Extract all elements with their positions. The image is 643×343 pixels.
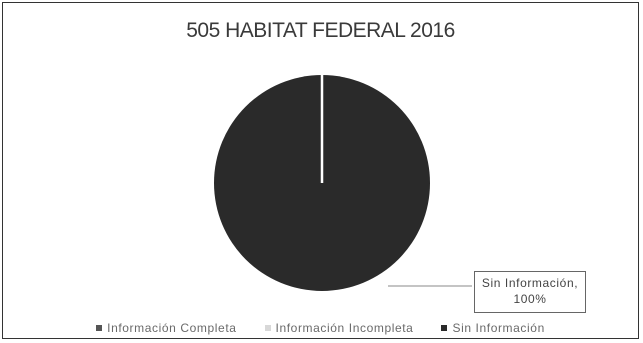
pie-chart — [214, 75, 472, 291]
chart-title: 505 HABITAT FEDERAL 2016 — [186, 19, 455, 42]
legend-label: Información Incompleta — [275, 321, 414, 335]
pie-slices — [214, 75, 430, 291]
legend-swatch — [96, 325, 103, 331]
legend-item-informacion-completa: Información Completa — [96, 321, 236, 335]
legend-item-sin-informacion: Sin Información — [441, 321, 544, 335]
legend-label: Información Completa — [107, 321, 237, 335]
legend-item-informacion-incompleta: Información Incompleta — [264, 321, 414, 335]
chart-frame: 505 HABITAT FEDERAL 2016 Sin Información… — [2, 2, 639, 339]
data-label-sin-informacion: Sin Información, 100% — [474, 271, 586, 313]
legend-label: Sin Información — [452, 321, 545, 335]
legend: Información Completa Información Incompl… — [3, 321, 638, 335]
legend-swatch — [264, 325, 271, 331]
legend-swatch — [441, 325, 448, 331]
data-label-line1: Sin Información, — [481, 276, 579, 290]
data-label-line2: 100% — [513, 292, 547, 306]
